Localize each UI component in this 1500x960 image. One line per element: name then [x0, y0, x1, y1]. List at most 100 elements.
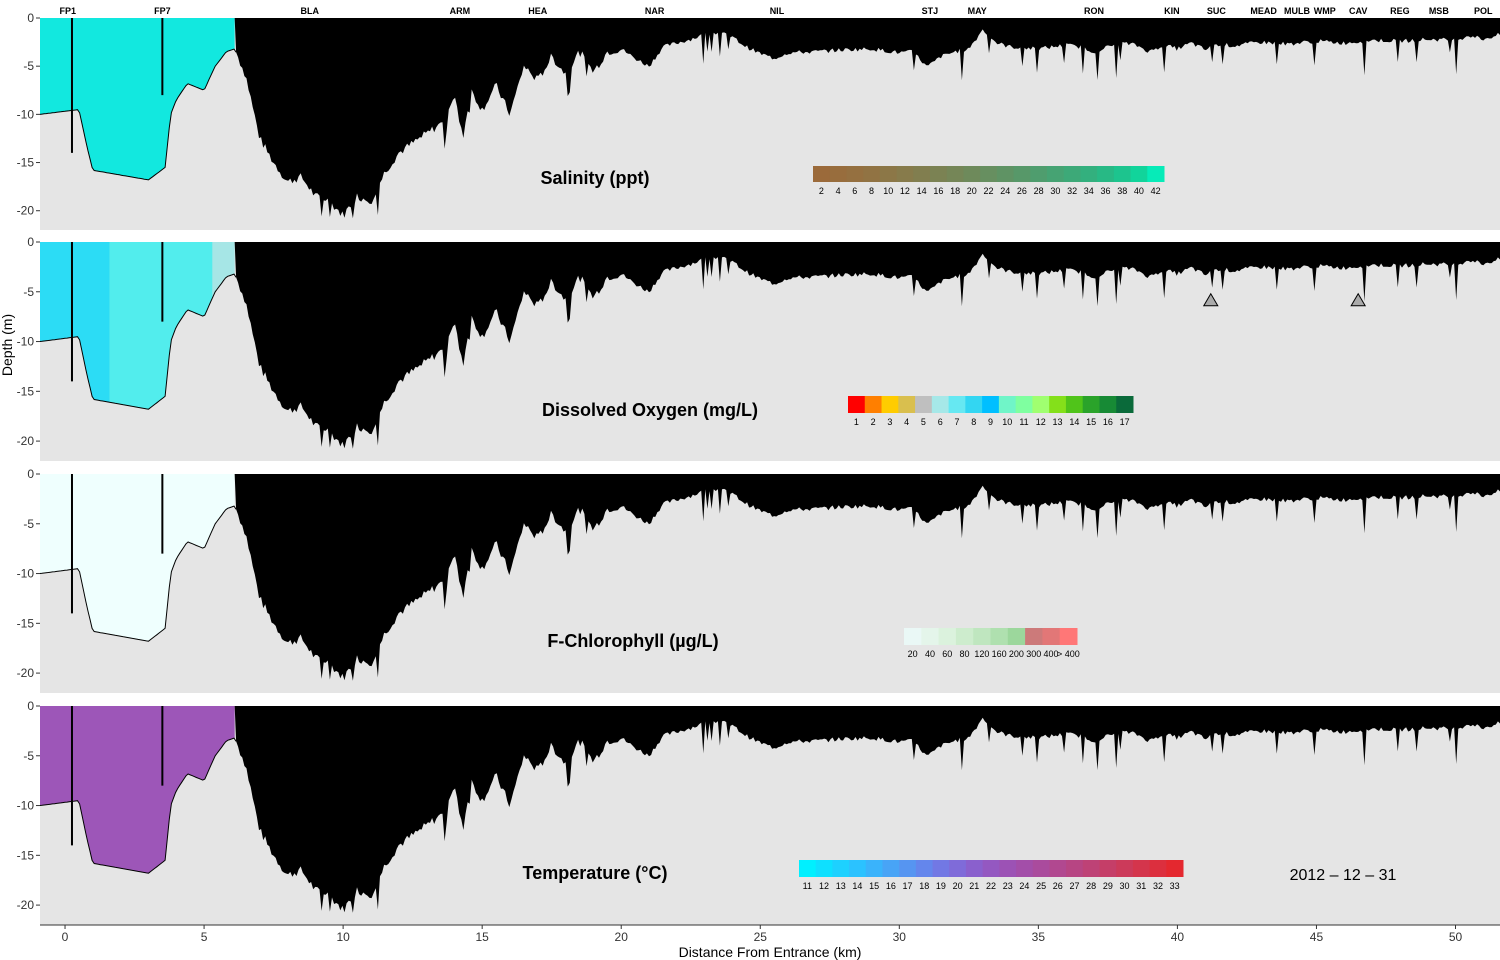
- legend-swatch: [998, 396, 1017, 413]
- legend-swatch: [1116, 396, 1134, 413]
- legend-swatch: [1097, 166, 1115, 182]
- x-tick-label: 45: [1310, 930, 1324, 944]
- legend-swatch: [799, 860, 817, 877]
- legend-swatch: [1013, 166, 1031, 182]
- legend-swatch: [848, 396, 866, 413]
- legend-label: 25: [1036, 881, 1046, 891]
- legend-label: 6: [852, 186, 857, 196]
- legend-swatch: [1099, 396, 1117, 413]
- y-tick-label: -5: [23, 749, 34, 763]
- legend-swatch: [832, 860, 850, 877]
- legend-swatch: [1130, 166, 1148, 182]
- legend-label: 9: [988, 417, 993, 427]
- legend-swatch: [915, 396, 933, 413]
- legend-swatch: [1132, 860, 1151, 877]
- color-legend: 2 4 6 8 10 12 14 16 18 20 22 24 26 28 30 32 34 36 38 40 42: [813, 166, 1165, 196]
- legend-label: 300: [1026, 649, 1041, 659]
- legend-label: 16: [1103, 417, 1113, 427]
- legend-label: 6: [938, 417, 943, 427]
- legend-label: 80: [960, 649, 970, 659]
- legend-label: 30: [1120, 881, 1130, 891]
- station-labels: FP1 FP7 BLA ARM HEA NAR NIL STJ MAY RON KIN SUC MEAD…: [60, 6, 1494, 16]
- x-axis-title: Distance From Entrance (km): [679, 944, 862, 960]
- legend-swatch: [932, 860, 950, 877]
- station-label: FP7: [154, 6, 171, 16]
- legend-label: 120: [974, 649, 989, 659]
- station-label: HEA: [528, 6, 548, 16]
- legend-swatch: [915, 860, 934, 877]
- legend-label: 19: [936, 881, 946, 891]
- legend-label: 14: [1069, 417, 1079, 427]
- legend-swatch: [963, 166, 981, 182]
- y-tick-label: -15: [17, 616, 35, 630]
- legend-label: 3: [887, 417, 892, 427]
- legend-label: 29: [1103, 881, 1113, 891]
- x-tick-label: 50: [1449, 930, 1463, 944]
- legend-label: 200: [1009, 649, 1024, 659]
- legend-label: 4: [836, 186, 841, 196]
- legend-swatch: [931, 396, 950, 413]
- legend-swatch: [896, 166, 914, 182]
- y-tick-label: -10: [17, 335, 35, 349]
- station-label: SUC: [1207, 6, 1227, 16]
- legend-label: 15: [1086, 417, 1096, 427]
- y-tick-label: -20: [17, 898, 35, 912]
- x-tick-label: 10: [336, 930, 350, 944]
- x-axis: 0 5 10 15 20 25 30 35 40 45 50: [40, 924, 1500, 944]
- legend-swatch: [898, 396, 916, 413]
- legend-label: 10: [883, 186, 893, 196]
- legend-label: 18: [950, 186, 960, 196]
- legend-swatch: [1049, 860, 1067, 877]
- y-tick-label: 0: [27, 235, 34, 249]
- y-tick-label: 0: [27, 11, 34, 25]
- legend-label: 20: [953, 881, 963, 891]
- y-tick-label: -5: [23, 59, 34, 73]
- legend-label: 21: [969, 881, 979, 891]
- legend-label: 4: [904, 417, 909, 427]
- legend-label: 40: [1134, 186, 1144, 196]
- legend-label: 32: [1067, 186, 1077, 196]
- legend-swatch: [1049, 396, 1067, 413]
- x-tick-label: 0: [62, 930, 69, 944]
- legend-swatch: [1147, 166, 1165, 182]
- legend-swatch: [946, 166, 964, 182]
- legend-swatch: [1015, 396, 1033, 413]
- legend-swatch: [865, 860, 883, 877]
- legend-swatch: [938, 628, 957, 645]
- legend-swatch: [1082, 396, 1100, 413]
- legend-swatch: [973, 628, 991, 645]
- y-tick-label: -10: [17, 107, 35, 121]
- legend-swatch: [1065, 396, 1084, 413]
- station-label: CAV: [1349, 6, 1367, 16]
- legend-label: 42: [1151, 186, 1161, 196]
- legend-label: 20: [967, 186, 977, 196]
- legend-swatch: [813, 166, 831, 182]
- legend-label: 13: [1053, 417, 1063, 427]
- station-label: STJ: [922, 6, 939, 16]
- legend-label: 22: [983, 186, 993, 196]
- legend-swatch: [1059, 628, 1078, 645]
- legend-label: 14: [917, 186, 927, 196]
- legend-label: 36: [1100, 186, 1110, 196]
- legend-label: 32: [1153, 881, 1163, 891]
- legend-label: 24: [1000, 186, 1010, 196]
- legend-label: 12: [1036, 417, 1046, 427]
- legend-swatch: [1066, 860, 1084, 877]
- station-label: POL: [1474, 6, 1493, 16]
- legend-swatch: [1042, 628, 1061, 645]
- station-label: MAY: [968, 6, 987, 16]
- legend-swatch: [881, 396, 899, 413]
- legend-swatch: [879, 166, 898, 182]
- legend-label: 38: [1117, 186, 1127, 196]
- legend-label: 11: [1019, 417, 1028, 427]
- color-legend: 11 12 13 14 15 16 17 18 19 20 21 22 23 24 25 26 27 28 29 30…: [799, 860, 1184, 891]
- legend-swatch: [1166, 860, 1184, 877]
- legend-label: 34: [1084, 186, 1094, 196]
- legend-swatch: [980, 166, 998, 182]
- sample-marker-2: [1350, 292, 1367, 307]
- y-tick-label: -10: [17, 799, 35, 813]
- legend-label: 24: [1019, 881, 1029, 891]
- legend-label: 11: [803, 881, 812, 891]
- y-tick-label: -15: [17, 848, 35, 862]
